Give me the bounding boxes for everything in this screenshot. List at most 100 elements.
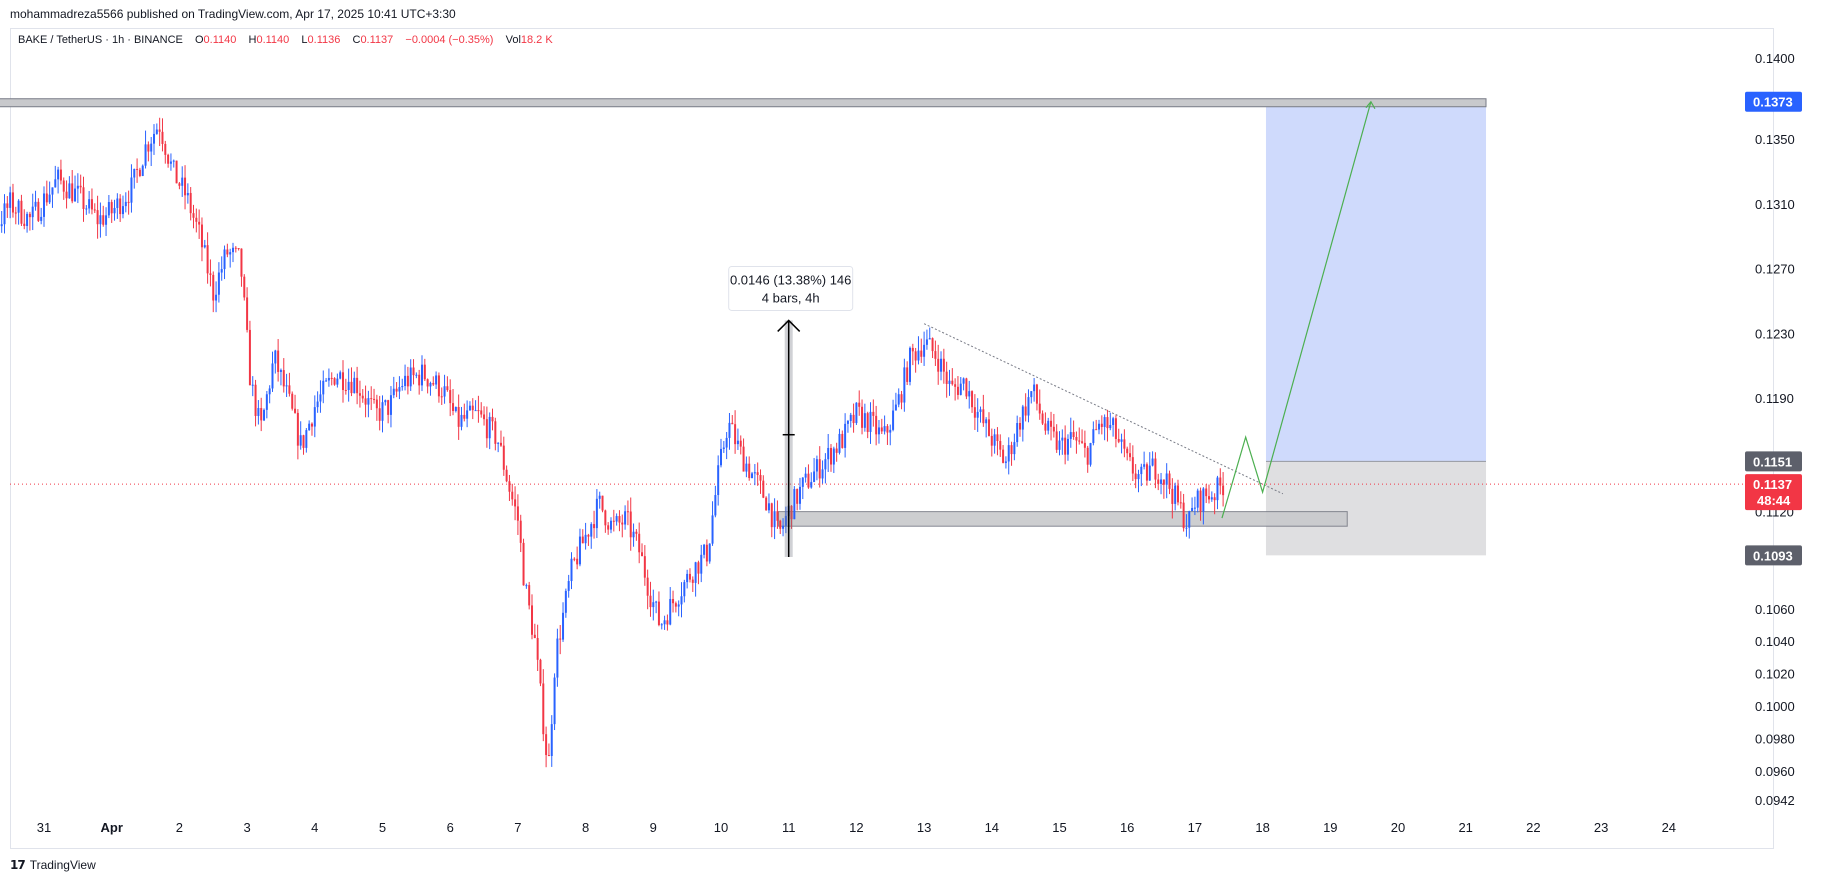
candle [231,242,234,263]
candle [347,368,350,402]
candle-body [1191,507,1194,512]
candle [499,430,502,447]
candle-body [590,524,593,537]
candle-body [533,634,536,639]
candle [1148,452,1151,481]
candle [770,502,773,538]
candle [528,581,531,610]
candle-body [57,169,60,180]
candle [607,522,610,535]
candle-body [505,469,508,482]
candle [810,472,813,489]
candle-body [121,206,124,215]
candle [1058,431,1061,456]
candle [43,186,45,227]
projection-path [1221,101,1372,519]
candle-body [547,755,550,757]
candle [79,174,82,194]
candle [195,208,198,233]
candle [364,385,367,418]
candle-body [965,378,968,397]
current-price-label: 0.1137 [1753,477,1792,492]
candle [172,159,175,168]
candle-body [209,273,212,275]
candle-body [1058,440,1061,450]
candle [1050,411,1053,441]
candle [581,529,584,544]
candle-body [62,180,65,192]
candle [471,398,474,420]
symbol-title[interactable]: BAKE / TetherUS · 1h · BINANCE [18,34,183,46]
candle [677,600,680,617]
candle-body [31,206,34,218]
candle [1131,445,1134,482]
candle-body [1131,457,1134,474]
candle [914,347,917,373]
candle [485,406,488,448]
candle [1035,383,1038,411]
candle [406,366,409,395]
candle [875,405,878,446]
candle [920,338,923,363]
candle-body [1038,403,1041,414]
candle [420,355,423,392]
candle-body [753,472,756,474]
candle [432,376,435,386]
candle-body [990,435,993,446]
candle-body [1185,527,1188,529]
candle-body [1157,479,1160,484]
candle-body [762,480,765,498]
chart-pane[interactable] [10,28,1774,849]
candle-body [694,562,697,583]
candle-body [153,133,156,144]
price-tick: 0.0980 [1755,731,1795,746]
candle [437,372,440,403]
candle [1016,415,1019,447]
candle [869,402,872,444]
candle-body [784,515,787,526]
candle [367,390,370,418]
candle-body [920,350,923,357]
candle [200,217,203,262]
candle-body [226,249,229,255]
price-tag-target [1745,91,1802,112]
candle [389,386,392,428]
candle-body [683,582,686,597]
volume-label: Vol [505,34,521,46]
candle-body [76,185,79,189]
candle [900,390,903,410]
candle-body [68,183,71,199]
footer-brand[interactable]: 𝟭𝟳 TradingView [10,858,96,872]
candle-body [344,389,347,391]
candle [220,256,223,281]
time-tick: 8 [582,820,589,835]
candle [212,271,215,313]
candle [1030,391,1033,404]
candle [765,496,768,511]
candle [361,389,364,403]
candle [409,359,412,391]
candle-body [1075,436,1078,441]
candle [641,543,644,557]
candle-body [138,169,141,176]
candle [858,390,861,416]
candle [784,506,787,534]
candle [223,245,226,280]
candle-body [745,463,748,472]
candle [965,377,968,400]
candle-body [401,386,404,388]
candle [717,455,720,506]
candle-body [1123,439,1126,449]
price-tag-label: 0.1373 [1753,95,1793,110]
candle-body [725,437,728,448]
candle [830,444,833,472]
candle [150,136,153,167]
candle [463,403,466,422]
time-tick: 2 [176,820,183,835]
candle-body [1208,496,1211,500]
candle [739,435,742,455]
candle-body [584,534,587,544]
candle-body [373,398,376,400]
time-tick: 19 [1323,820,1337,835]
